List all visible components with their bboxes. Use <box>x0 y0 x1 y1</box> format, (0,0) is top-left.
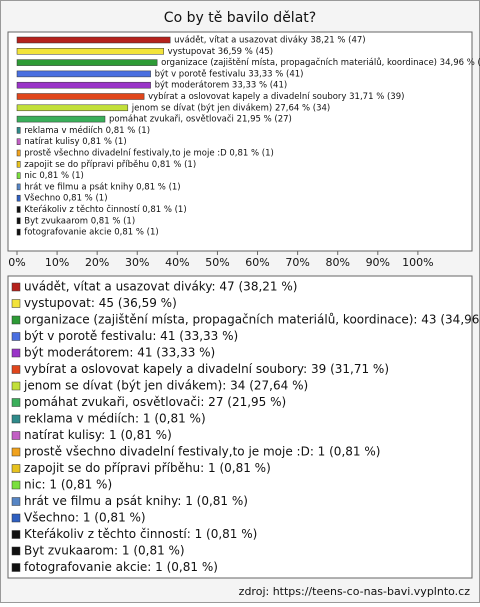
data-label: prostě všechno divadelní festivaly,to je… <box>24 148 274 159</box>
x-tick-label: 90% <box>366 256 390 269</box>
x-tick-label: 40% <box>165 256 189 269</box>
legend-swatch <box>11 282 21 292</box>
x-tick-label: 80% <box>325 256 349 269</box>
bar <box>16 206 21 213</box>
legend-box <box>7 275 473 579</box>
data-label: natírat kulisy 0,81 % (1) <box>24 137 126 147</box>
bar <box>16 161 21 168</box>
data-label: uvádět, vítat a usazovat diváky 38,21 % … <box>174 36 365 46</box>
data-label: Všechno 0,81 % (1) <box>24 193 107 204</box>
legend-swatch <box>11 315 21 325</box>
legend-swatch <box>11 332 21 341</box>
source: zdroj: https://teens-co-nas-bavi.vyplnto… <box>239 585 471 598</box>
legend-label: prostě všechno divadelní festivaly,to je… <box>24 445 380 459</box>
bar <box>16 59 158 66</box>
x-tick-label: 50% <box>205 256 229 269</box>
legend-label: být v porotě festivalu: 41 (33,33 %) <box>24 329 238 343</box>
data-label: reklama v médiích 0,81 % (1) <box>24 125 150 136</box>
legend-swatch <box>11 365 21 374</box>
legend-label: reklama v médiích: 1 (0,81 %) <box>24 412 206 426</box>
x-tick-label: 100% <box>402 256 433 269</box>
data-label: pomáhat zvukaři, osvětlovači 21,95 % (27… <box>109 114 292 125</box>
data-label: Kteŕákoliv z těchto činností 0,81 % (1) <box>24 204 186 215</box>
bar <box>16 81 151 89</box>
data-label: Byt zvukaarom 0,81 % (1) <box>24 216 135 226</box>
x-tick-label: 0% <box>8 256 25 269</box>
legend-label: natírat kulisy: 1 (0,81 %) <box>24 428 172 442</box>
legend-label: uvádět, vítat a usazovat diváky: 47 (38,… <box>24 280 297 294</box>
bar <box>16 104 129 112</box>
legend-swatch <box>11 381 21 391</box>
data-label: nic 0,81 % (1) <box>24 171 84 181</box>
legend-label: Kteŕákoliv z těchto činností: 1 (0,81 %) <box>24 527 257 541</box>
legend-swatch <box>11 480 21 490</box>
legend-label: organizace (zajištění místa, propagačníc… <box>24 313 479 327</box>
bar <box>16 127 21 134</box>
legend-swatch <box>11 414 21 424</box>
legend-swatch <box>11 299 21 308</box>
legend-label: fotografovanie akcie: 1 (0,81 %) <box>24 560 218 574</box>
legend-label: pomáhat zvukaři, osvětlovači: 27 (21,95 … <box>24 395 286 409</box>
bar <box>16 183 21 191</box>
data-label: vybírat a oslovovat kapely a divadelní s… <box>148 92 404 102</box>
bar <box>16 36 171 44</box>
legend-swatch <box>11 348 21 358</box>
x-tick-label: 70% <box>285 256 309 269</box>
bar <box>16 70 151 78</box>
bar <box>16 115 106 123</box>
legend-swatch <box>11 513 21 523</box>
legend-label: nic: 1 (0,81 %) <box>24 478 112 492</box>
bar <box>16 149 21 157</box>
legend-swatch <box>11 563 21 572</box>
legend-swatch <box>11 431 21 440</box>
bar <box>16 48 164 55</box>
data-label: fotografovanie akcie 0,81 % (1) <box>24 228 158 238</box>
bar <box>16 138 21 145</box>
x-tick-label: 60% <box>245 256 269 269</box>
data-label: organizace (zajištění místa, propagačníc… <box>161 57 480 68</box>
legend-label: hrát ve filmu a psát knihy: 1 (0,81 %) <box>24 494 248 508</box>
chart-title: Co by tě bavilo dělat? <box>164 10 316 26</box>
data-label: hrát ve filmu a psát knihy 0,81 % (1) <box>24 182 180 192</box>
x-tick-label: 30% <box>125 256 149 269</box>
legend-swatch <box>11 546 21 556</box>
bar <box>16 172 21 179</box>
legend-label: vybírat a oslovovat kapely a divadelní s… <box>24 362 389 376</box>
legend-label: Všechno: 1 (0,81 %) <box>24 511 146 525</box>
x-tick-label: 20% <box>85 256 109 269</box>
legend-label: být moderátorem: 41 (33,33 %) <box>24 346 215 360</box>
legend-label: vystupovat: 45 (36,59 %) <box>24 296 177 310</box>
x-tick-label: 10% <box>45 256 69 269</box>
bar <box>16 194 21 202</box>
plot-area <box>7 31 473 252</box>
legend-label: zapojit se do přípravi příběhu: 1 (0,81 … <box>24 461 271 475</box>
legend-swatch <box>11 530 21 539</box>
data-label: být moderátorem 33,33 % (41) <box>155 81 288 91</box>
legend-swatch <box>11 497 21 506</box>
legend-label: Byt zvukaarom: 1 (0,81 %) <box>24 544 185 558</box>
bar <box>16 228 21 236</box>
bar <box>16 217 21 225</box>
data-label: být v porotě festivalu 33,33 % (41) <box>155 69 304 79</box>
bar <box>16 93 145 100</box>
data-label: zapojit se do přípravi příběhu 0,81 % (1… <box>24 160 196 170</box>
data-label: jenom se dívat (být jen divákem) 27,64 %… <box>131 103 330 113</box>
legend-label: jenom se dívat (být jen divákem): 34 (27… <box>23 379 308 393</box>
legend-swatch <box>11 447 21 457</box>
legend-swatch <box>11 464 21 473</box>
data-label: vystupovat 36,59 % (45) <box>168 47 273 57</box>
legend-swatch <box>11 398 21 407</box>
